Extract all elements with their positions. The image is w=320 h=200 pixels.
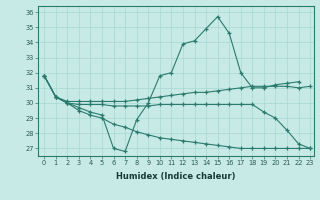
X-axis label: Humidex (Indice chaleur): Humidex (Indice chaleur)	[116, 172, 236, 181]
